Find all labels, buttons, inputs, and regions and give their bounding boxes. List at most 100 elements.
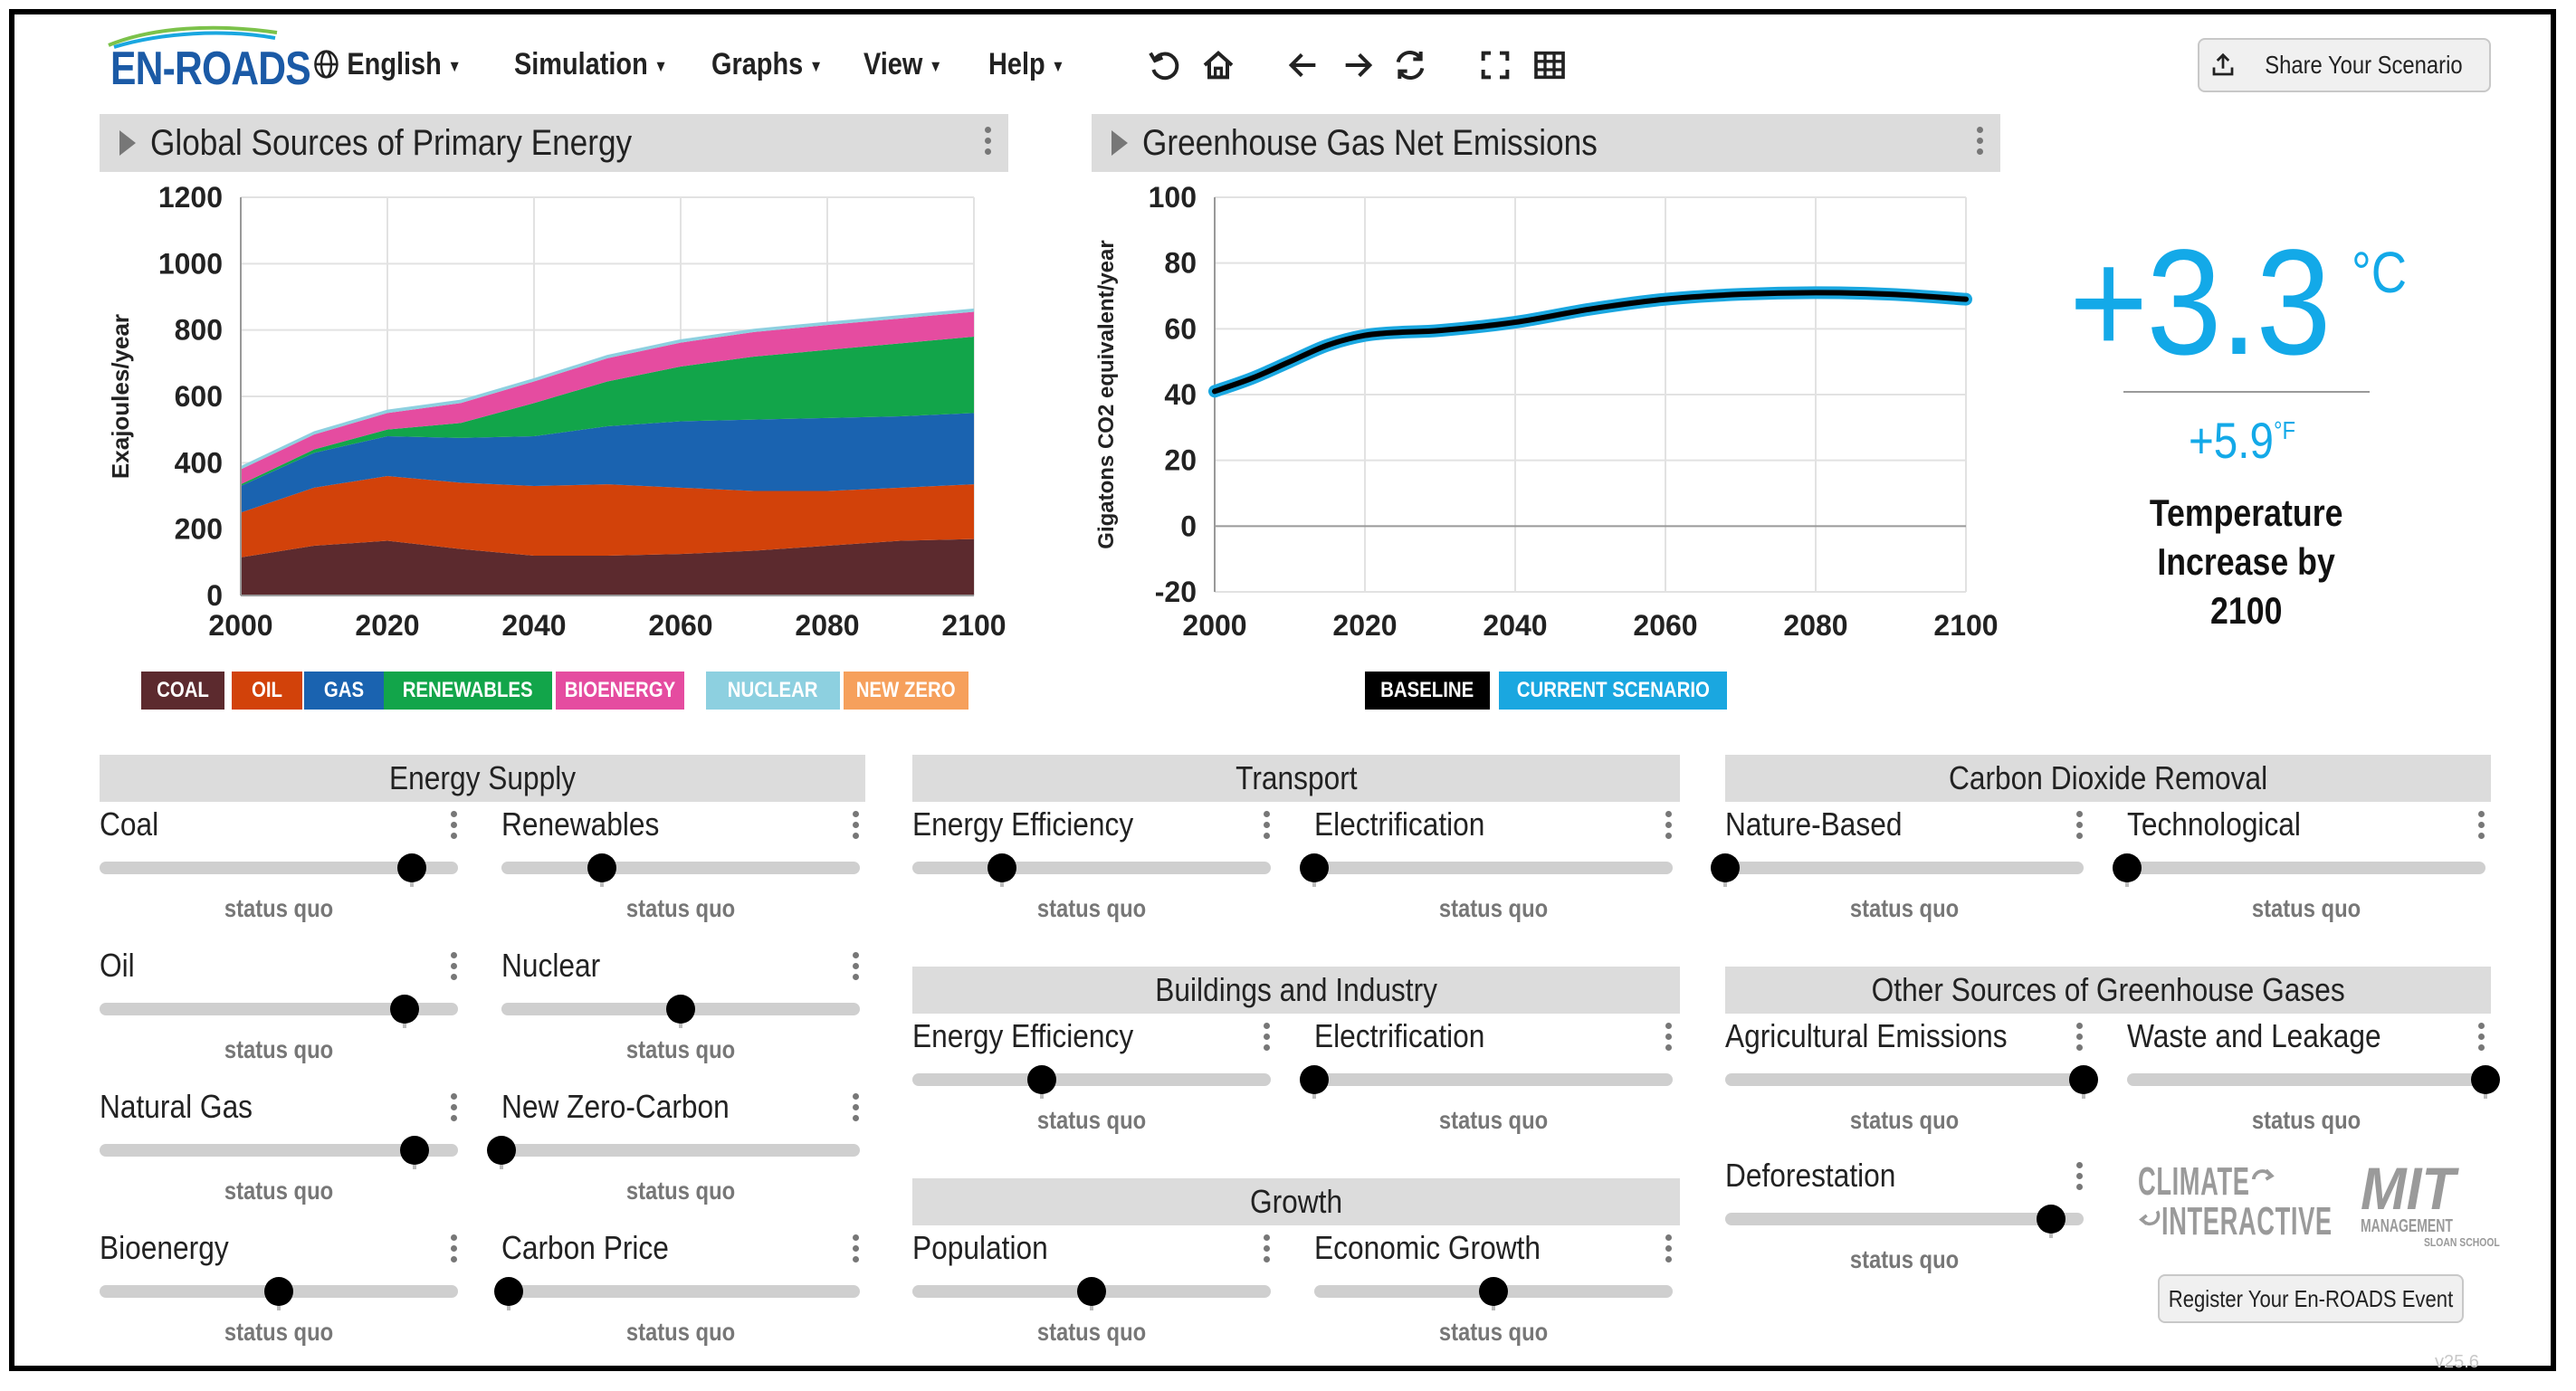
globe-icon (314, 50, 339, 79)
slider-track[interactable] (100, 862, 458, 874)
slider-menu-icon[interactable] (853, 952, 860, 985)
slider-thumb[interactable] (397, 853, 426, 882)
slider-thumb[interactable] (487, 1136, 516, 1165)
slider-track[interactable] (501, 1285, 860, 1298)
slider-menu-icon[interactable] (853, 811, 860, 843)
menu-help[interactable]: Help ▼ (988, 47, 1065, 82)
menu-graphs[interactable]: Graphs ▼ (711, 47, 823, 82)
slider-menu-icon[interactable] (1665, 811, 1673, 843)
share-scenario-button[interactable]: Share Your Scenario (2198, 38, 2491, 92)
slider-track[interactable] (100, 1144, 458, 1157)
slider-menu-icon[interactable] (853, 1093, 860, 1126)
legend-renewables[interactable]: RENEWABLES (384, 672, 552, 710)
legend-nuclear[interactable]: NUCLEAR (706, 672, 840, 710)
menu-simulation[interactable]: Simulation ▼ (514, 47, 668, 82)
area-series-coal[interactable] (241, 538, 974, 595)
slider-menu-icon[interactable] (2076, 1023, 2084, 1055)
menu-language[interactable]: English ▼ (313, 47, 462, 82)
slider-thumb[interactable] (1300, 1065, 1329, 1094)
graph-title-emissions: Greenhouse Gas Net Emissions (1142, 123, 1598, 163)
slider-menu-icon[interactable] (451, 952, 458, 985)
slider-menu-icon[interactable] (1264, 1023, 1271, 1055)
slider-thumb[interactable] (666, 995, 695, 1024)
slider-track[interactable] (912, 862, 1271, 874)
slider-track[interactable] (912, 1073, 1271, 1086)
slider-thumb[interactable] (264, 1277, 293, 1306)
slider-track[interactable] (2127, 862, 2485, 874)
legend-new-zero[interactable]: NEW ZERO (844, 672, 968, 710)
slider-thumb[interactable] (400, 1136, 429, 1165)
app-logo[interactable]: EN-ROADS (110, 43, 311, 95)
slider-track[interactable] (501, 1144, 860, 1157)
slider-menu-icon[interactable] (2478, 1023, 2485, 1055)
slider-track[interactable] (100, 1003, 458, 1015)
slider-status: status quo (1036, 894, 1147, 922)
slider-menu-icon[interactable] (451, 1234, 458, 1267)
area-series-oil[interactable] (241, 476, 974, 557)
legend-coal[interactable]: COAL (141, 672, 224, 710)
slider-menu-icon[interactable] (1665, 1023, 1673, 1055)
slider-track[interactable] (1314, 862, 1673, 874)
menu-view[interactable]: View ▼ (863, 47, 942, 82)
slider-menu-icon[interactable] (1665, 1234, 1673, 1267)
legend-gas[interactable]: GAS (304, 672, 384, 710)
slider-thumb[interactable] (587, 853, 616, 882)
slider-menu-icon[interactable] (451, 811, 458, 843)
slider-track[interactable] (1725, 862, 2084, 874)
graph-header-emissions[interactable]: Greenhouse Gas Net Emissions (1092, 114, 2000, 172)
slider-thumb[interactable] (1077, 1277, 1106, 1306)
graph-menu-icon[interactable] (985, 127, 992, 159)
slider-menu-icon[interactable] (2076, 1162, 2084, 1195)
slider-track[interactable] (501, 862, 860, 874)
fullscreen-icon[interactable] (1477, 47, 1513, 83)
legend-current-scenario[interactable]: CURRENT SCENARIO (1499, 672, 1727, 710)
home-icon[interactable] (1200, 47, 1236, 83)
x-tick-label: 2000 (208, 609, 272, 642)
slider-thumb[interactable] (2471, 1065, 2500, 1094)
slider-menu-icon[interactable] (2478, 811, 2485, 843)
slider-track[interactable] (1725, 1213, 2084, 1225)
back-icon[interactable] (1285, 47, 1321, 83)
slider-menu-icon[interactable] (2076, 811, 2084, 843)
slider-thumb[interactable] (494, 1277, 523, 1306)
slider-menu-icon[interactable] (1264, 1234, 1271, 1267)
area-series-renewables[interactable] (241, 337, 974, 486)
slider-thumb[interactable] (2113, 853, 2142, 882)
climate-interactive-logo[interactable]: CLIMATE INTERACTIVE (2138, 1162, 2437, 1242)
slider-thumb[interactable] (1711, 853, 1740, 882)
line-series-baseline[interactable] (1212, 290, 1969, 395)
slider-menu-icon[interactable] (451, 1093, 458, 1126)
slider-track[interactable] (1725, 1073, 2084, 1086)
slider-thumb[interactable] (1479, 1277, 1508, 1306)
slider-track[interactable] (2127, 1073, 2485, 1086)
register-event-button[interactable]: Register Your En-ROADS Event (2158, 1274, 2464, 1323)
mit-sloan-logo[interactable]: MIT MANAGEMENT SLOAN SCHOOL (2361, 1158, 2519, 1249)
slider-track[interactable] (1314, 1073, 1673, 1086)
slider-thumb[interactable] (987, 853, 1016, 882)
grid-icon[interactable] (1531, 47, 1568, 83)
y-tick-label: 1000 (158, 247, 223, 280)
slider-thumb[interactable] (1300, 853, 1329, 882)
forward-icon[interactable] (1340, 47, 1376, 83)
area-series-gas[interactable] (241, 413, 974, 513)
energy-sources-chart[interactable]: 0 200 400 600 800 1000 1200 2000 2020 2040 2060 208… (91, 172, 1023, 661)
slider-thumb[interactable] (2037, 1205, 2066, 1234)
slider-menu-icon[interactable] (853, 1234, 860, 1267)
expand-triangle-icon[interactable] (1111, 130, 1128, 156)
undo-icon[interactable] (1146, 47, 1182, 83)
legend-oil[interactable]: OIL (232, 672, 302, 710)
expand-triangle-icon[interactable] (119, 130, 136, 156)
graph-header-energy[interactable]: Global Sources of Primary Energy (100, 114, 1008, 172)
legend-bioenergy[interactable]: BIOENERGY (556, 672, 684, 710)
legend-baseline[interactable]: BASELINE (1365, 672, 1490, 710)
area-series-bioenergy[interactable] (241, 311, 974, 485)
section-energy-supply-title: Energy Supply (388, 759, 577, 796)
slider-thumb[interactable] (1027, 1065, 1056, 1094)
compare-icon[interactable] (1392, 47, 1428, 83)
slider-thumb[interactable] (2069, 1065, 2098, 1094)
graph-menu-icon[interactable] (1977, 127, 1984, 159)
slider-thumb[interactable] (390, 995, 419, 1024)
y-tick-label: 600 (175, 380, 223, 413)
slider-menu-icon[interactable] (1264, 811, 1271, 843)
